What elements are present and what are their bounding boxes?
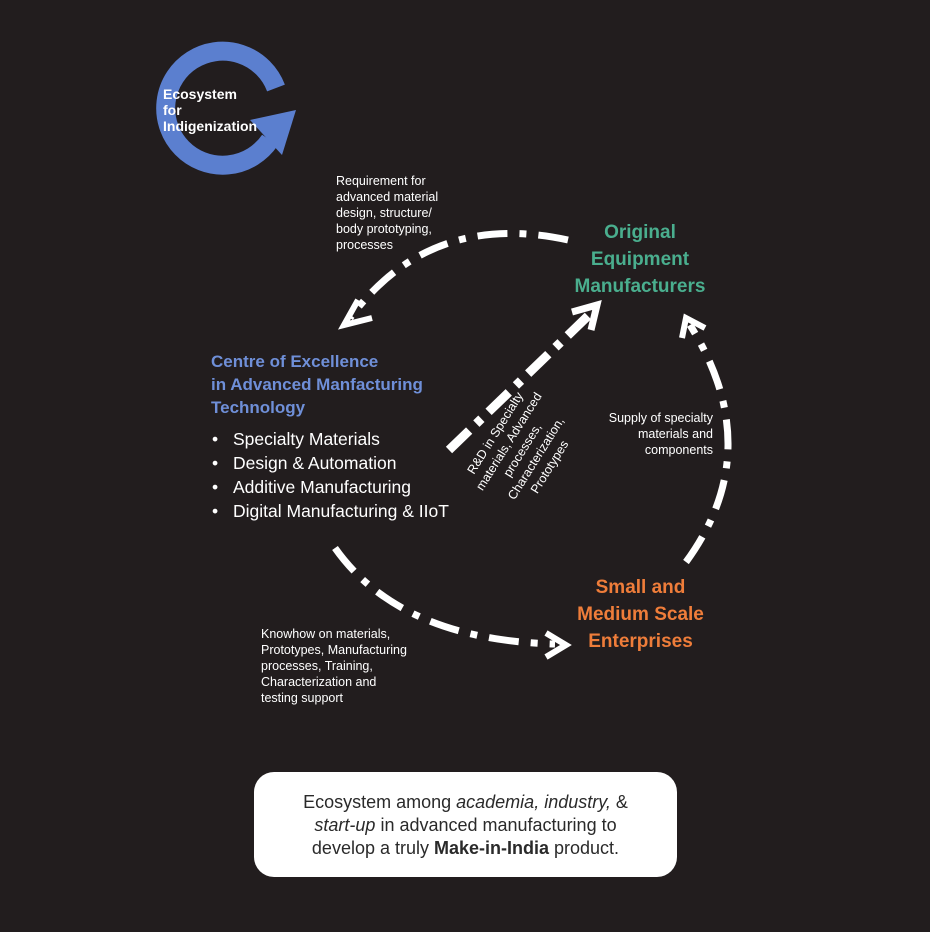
flow-line: design, structure/ xyxy=(336,206,432,220)
logo-arrowhead xyxy=(250,110,296,155)
arrowhead-coe xyxy=(337,298,373,330)
oem-line: Manufacturers xyxy=(574,276,706,297)
flow-line: processes, Training, xyxy=(261,659,373,673)
arrow-oem-to-coe xyxy=(337,230,569,330)
caption-line-2: start-up in advanced manufacturing to xyxy=(254,814,677,837)
caption-text: product. xyxy=(549,838,620,858)
caption-text: in advanced manufacturing to xyxy=(375,815,617,835)
arrowhead-sme xyxy=(544,630,572,660)
node-oem: Original Equipment Manufacturers xyxy=(560,219,720,300)
caption-text: Ecosystem among xyxy=(303,792,457,812)
coe-title-line: Technology xyxy=(211,398,306,417)
logo-ring xyxy=(156,41,285,175)
flow-line: testing support xyxy=(261,691,343,705)
sme-line: Medium Scale xyxy=(577,604,704,625)
sme-line: Enterprises xyxy=(588,631,693,652)
oem-line: Original xyxy=(604,222,676,243)
caption-line-1: Ecosystem among academia, industry, & xyxy=(254,791,677,814)
sme-line: Small and xyxy=(595,577,686,598)
caption-italic: academia, industry, xyxy=(456,792,611,812)
flow-line: body prototyping, xyxy=(336,222,432,236)
flow-line: materials and xyxy=(637,427,713,441)
flow-line: Requirement for xyxy=(336,174,426,188)
flow-line: Characterization and xyxy=(261,675,377,689)
node-sme: Small and Medium Scale Enterprises xyxy=(568,574,713,655)
arrowhead-oem-supply xyxy=(679,313,707,339)
logo-label: Ecosystem for Indigenization xyxy=(163,86,257,134)
caption-line-3: develop a truly Make-in-India product. xyxy=(254,837,677,860)
caption-italic: start-up xyxy=(314,815,376,835)
coe-list-item: Design & Automation xyxy=(212,451,449,475)
flow-line: components xyxy=(644,443,713,457)
arrow-coe-to-oem xyxy=(445,300,602,454)
logo-line-3: Indigenization xyxy=(163,118,258,134)
logo-line-1: Ecosystem xyxy=(163,86,237,102)
caption-box: Ecosystem among academia, industry, & st… xyxy=(254,772,677,877)
flow-line: advanced material xyxy=(336,190,439,204)
flow-line: processes xyxy=(336,238,393,252)
coe-title-line: Centre of Excellence xyxy=(211,352,379,371)
flow-line: Knowhow on materials, xyxy=(261,627,391,641)
flow-line: Prototypes, Manufacturing xyxy=(261,643,407,657)
coe-list-item: Specialty Materials xyxy=(212,427,449,451)
coe-focus-list: Specialty Materials Design & Automation … xyxy=(212,427,449,523)
flow-label-requirement: Requirement for advanced material design… xyxy=(336,173,486,253)
arrow-sme-to-oem xyxy=(679,313,732,565)
flow-label-knowhow: Knowhow on materials, Prototypes, Manufa… xyxy=(261,626,451,706)
coe-title-line: in Advanced Manfacturing xyxy=(211,375,423,394)
cycle-logo-icon xyxy=(156,41,296,175)
arrow-coe-to-sme xyxy=(332,545,572,660)
oem-line: Equipment xyxy=(590,249,690,270)
caption-text: & xyxy=(610,792,628,812)
flow-line: Supply of specialty xyxy=(608,411,713,425)
caption-bold: Make-in-India xyxy=(434,838,550,858)
flow-label-supply: Supply of specialty materials and compon… xyxy=(588,410,713,458)
caption-text: develop a truly xyxy=(311,838,434,858)
coe-list-item: Digital Manufacturing & IIoT xyxy=(212,499,449,523)
coe-list-item: Additive Manufacturing xyxy=(212,475,449,499)
arrowhead-oem-rd xyxy=(571,300,602,331)
logo-line-2: for xyxy=(163,102,182,118)
node-coe-title: Centre of Excellence in Advanced Manfact… xyxy=(211,350,441,419)
